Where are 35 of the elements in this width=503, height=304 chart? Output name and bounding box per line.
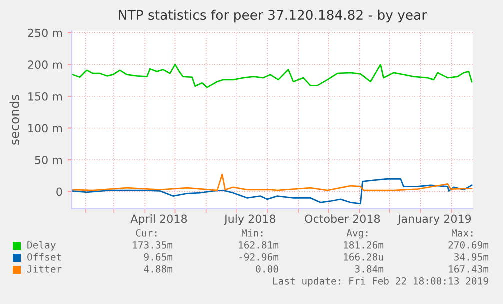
text: -92.96m [240, 253, 279, 261]
y-tick-label: 150 m [28, 92, 62, 101]
text: 162.81m [239, 241, 279, 249]
x-tick-label: October 2018 [305, 214, 380, 224]
line-series [72, 174, 473, 192]
text: 9.65m [144, 253, 173, 261]
text: 4.88m [144, 265, 173, 273]
y-tick-label: 50 m [35, 156, 62, 164]
y-tick-label: 200 m [28, 60, 62, 70]
x-tick-label: April 2018 [130, 214, 188, 226]
legend-label: Delay [28, 241, 56, 251]
text: Avg: [346, 230, 368, 239]
y-tick-label: 0 [56, 188, 62, 196]
text: 270.69m [448, 241, 489, 249]
x-tick-label: July 2018 [224, 214, 276, 226]
x-tick-label: January 2019 [397, 214, 472, 226]
line-series [72, 64, 473, 88]
legend-label: Jitter [28, 265, 62, 273]
text: 34.95m [454, 253, 489, 261]
chart-title: NTP statistics for peer 37.120.184.82 - by year [119, 10, 428, 23]
line-series [72, 178, 473, 205]
text: Max: [452, 230, 473, 237]
text: Last update: Fri Feb 22 18:00:13 2019 [273, 277, 488, 287]
text: 173.35m [133, 241, 173, 249]
legend-label: Offset [28, 253, 62, 261]
y-axis-title: seconds [10, 95, 20, 145]
text: 167.43m [449, 265, 489, 273]
y-tick-label: 100 m [28, 124, 62, 133]
text: Min: [242, 229, 263, 237]
y-tick-label: 250 m [28, 28, 62, 38]
text: 166.28u [344, 253, 384, 261]
text: 3.84m [355, 265, 384, 273]
text: Cur: [136, 229, 157, 237]
text: 0.00 [256, 265, 278, 273]
text: 181.26m [344, 241, 384, 249]
